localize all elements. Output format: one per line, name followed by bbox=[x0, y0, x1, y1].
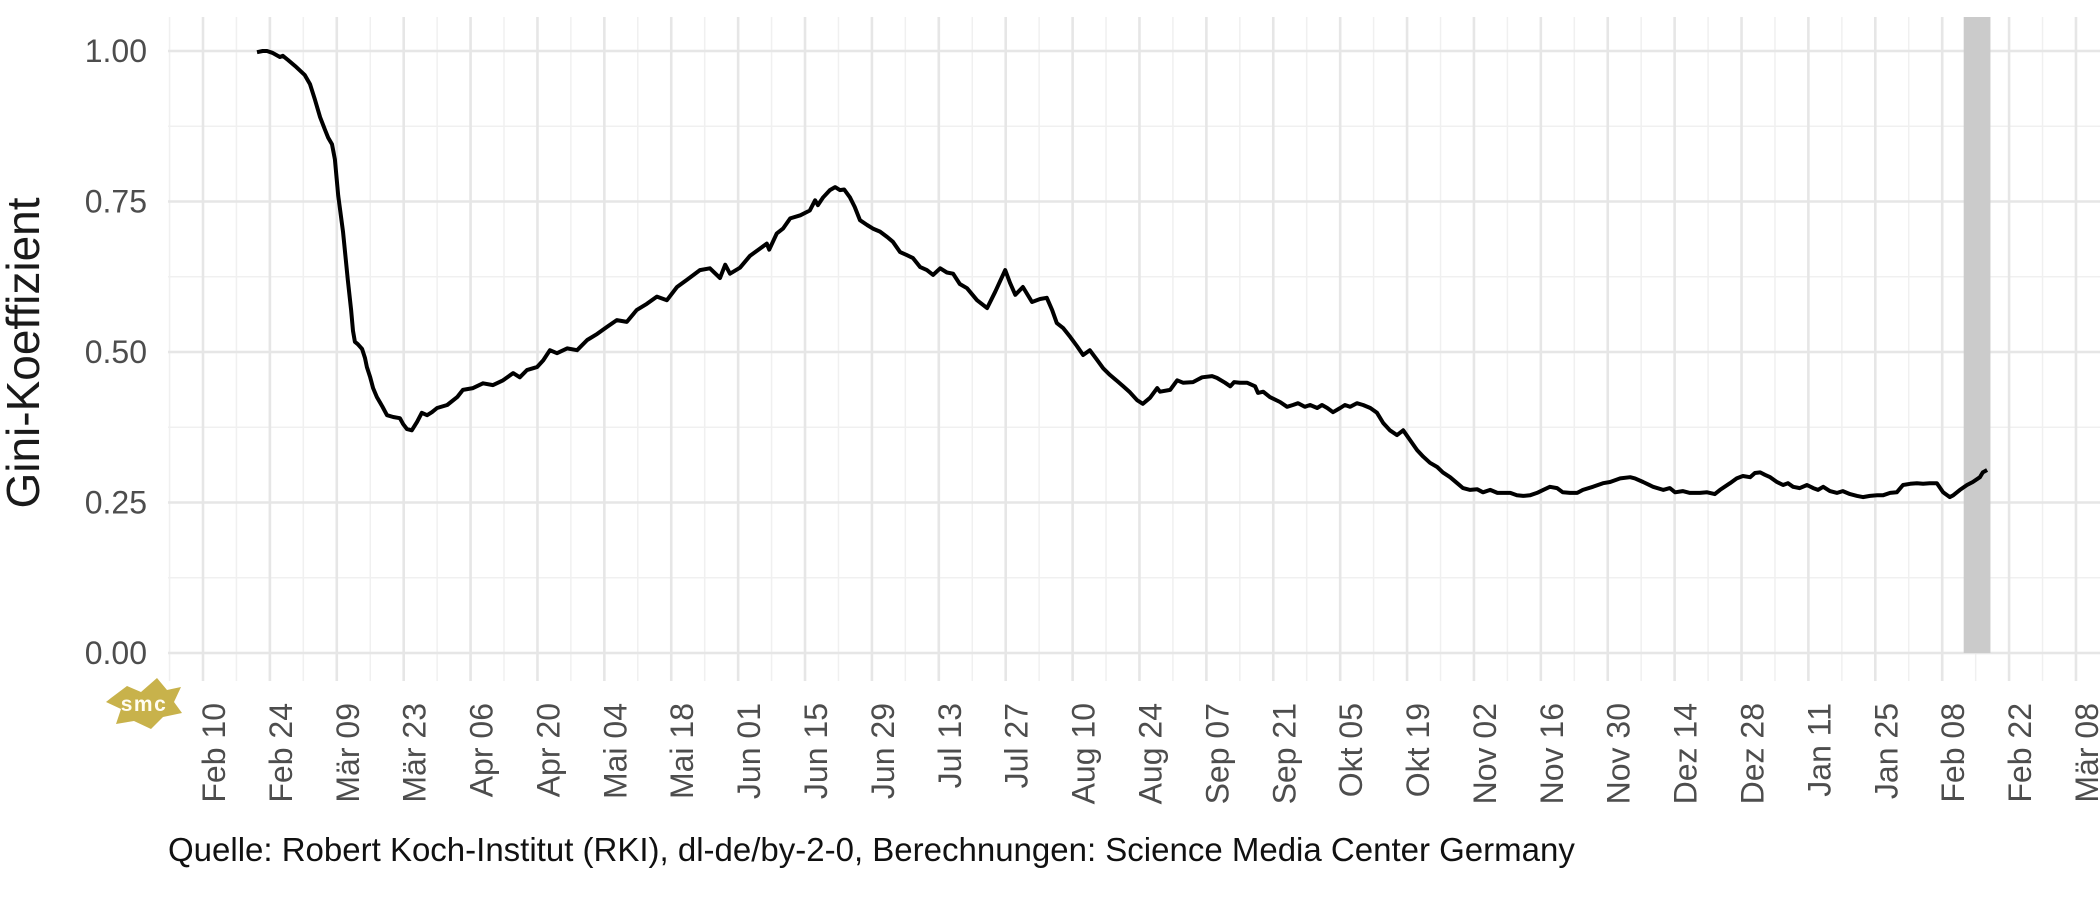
x-tick-label: Mär 23 bbox=[397, 703, 433, 803]
x-tick-label: Aug 10 bbox=[1066, 703, 1102, 804]
x-tick-label: Jan 11 bbox=[1801, 703, 1837, 797]
x-tick-label: Feb 08 bbox=[1935, 703, 1971, 803]
y-tick-label: 0.50 bbox=[85, 334, 147, 370]
x-tick-label: Nov 02 bbox=[1467, 703, 1503, 804]
x-tick-label: Nov 16 bbox=[1534, 703, 1570, 804]
x-tick-label: Jan 25 bbox=[1868, 703, 1904, 799]
x-tick-label: Jun 15 bbox=[798, 703, 834, 799]
smc-logo-text: smc bbox=[121, 693, 168, 716]
x-tick-label: Feb 22 bbox=[2002, 703, 2038, 803]
y-tick-label: 0.75 bbox=[85, 184, 147, 220]
x-tick-label: Dez 28 bbox=[1735, 703, 1771, 804]
y-tick-label: 0.25 bbox=[85, 485, 147, 521]
x-tick-label: Jun 01 bbox=[731, 703, 767, 799]
x-tick-label: Jul 27 bbox=[999, 703, 1035, 788]
x-tick-label: Sep 21 bbox=[1266, 703, 1302, 804]
x-tick-label: Feb 24 bbox=[263, 703, 299, 803]
x-tick-label: Apr 20 bbox=[530, 703, 566, 797]
x-tick-label: Okt 05 bbox=[1333, 703, 1369, 797]
x-tick-label: Mai 04 bbox=[597, 703, 633, 799]
x-tick-label: Mär 09 bbox=[330, 703, 366, 803]
x-tick-label: Aug 24 bbox=[1132, 703, 1168, 804]
x-tick-label: Okt 19 bbox=[1400, 703, 1436, 797]
highlight-band bbox=[1963, 17, 1991, 653]
y-axis-title: Gini-Koeffizient bbox=[0, 197, 49, 509]
x-tick-label: Mär 08 bbox=[2069, 703, 2100, 803]
x-tick-label: Jun 29 bbox=[865, 703, 901, 799]
x-tick-label: Feb 10 bbox=[196, 703, 232, 803]
gini-line-series bbox=[256, 49, 1989, 500]
y-tick-label: 1.00 bbox=[85, 33, 147, 69]
x-tick-label: Mai 18 bbox=[664, 703, 700, 799]
x-tick-label: Sep 07 bbox=[1199, 703, 1235, 804]
smc-logo: smc bbox=[106, 678, 182, 729]
x-tick-label: Jul 13 bbox=[932, 703, 968, 788]
x-tick-label: Apr 06 bbox=[464, 703, 500, 797]
source-caption: Quelle: Robert Koch-Institut (RKI), dl-d… bbox=[168, 831, 1575, 868]
x-tick-label: Dez 14 bbox=[1668, 703, 1704, 804]
y-tick-label: 0.00 bbox=[85, 635, 147, 671]
smc-logo-shape bbox=[106, 678, 182, 729]
x-tick-label: Nov 30 bbox=[1601, 703, 1637, 804]
